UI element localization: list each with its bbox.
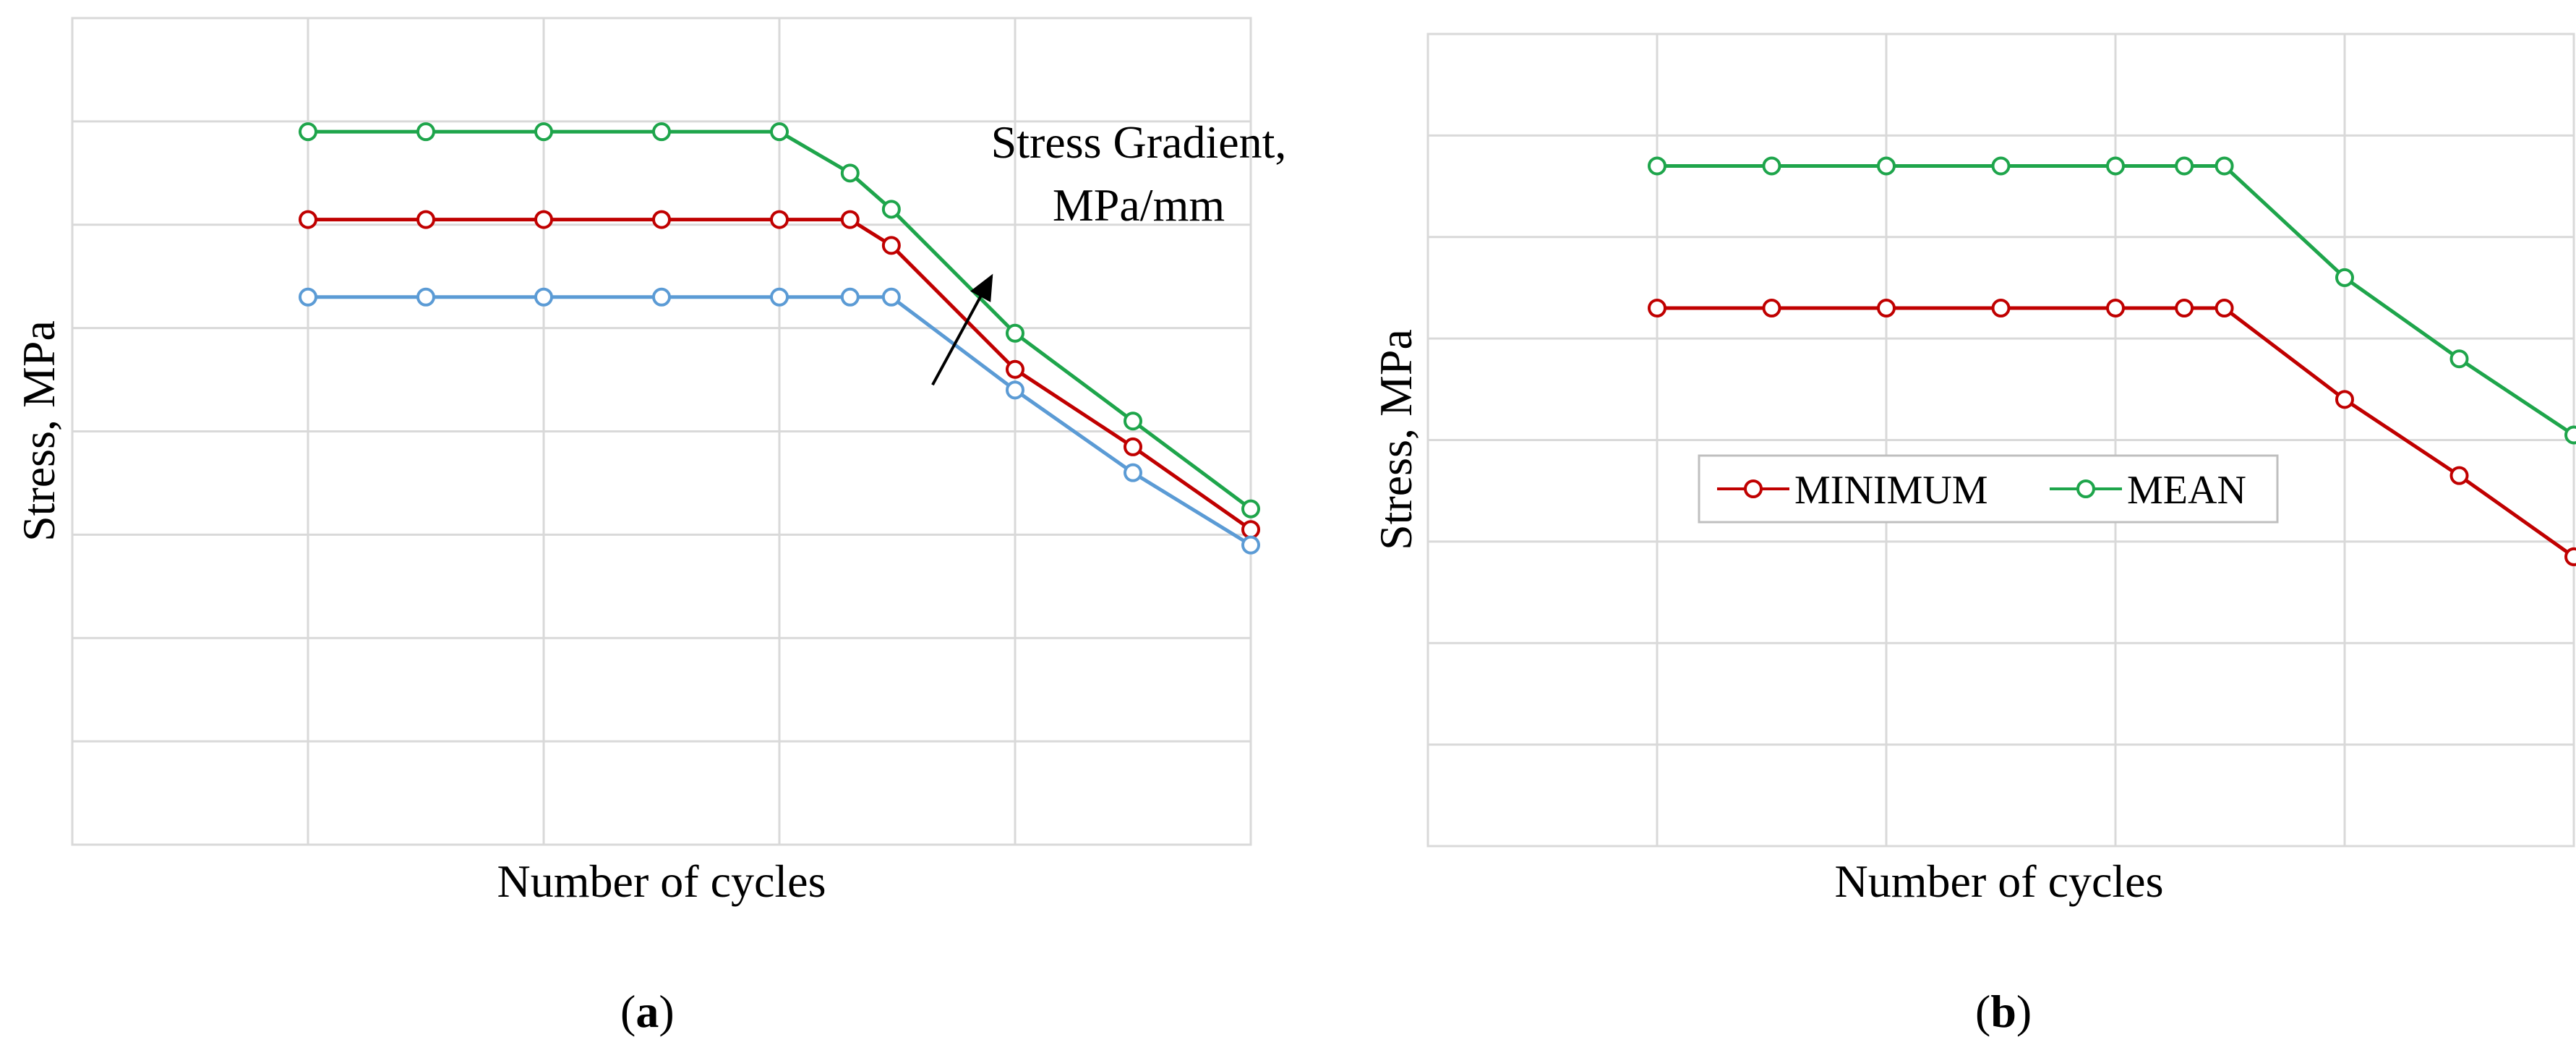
series-group-a [299, 122, 1260, 555]
data-point-minimum [1991, 299, 2011, 318]
data-point-minimum [2106, 299, 2125, 318]
data-point-green [299, 122, 317, 142]
panel-label-a: (a) [620, 986, 675, 1037]
gridlines-a [72, 17, 1252, 845]
y-axis-title-b: Stress, MPa [1370, 329, 1421, 550]
data-point-minimum [2449, 466, 2469, 485]
data-point-minimum [2215, 299, 2234, 318]
data-point-mean [1762, 156, 1781, 176]
data-point-mean [1648, 156, 1666, 176]
data-point-mean [2215, 156, 2234, 176]
data-point-minimum [2564, 547, 2576, 566]
data-point-red [534, 210, 553, 229]
data-point-mean [2175, 156, 2194, 176]
series-group-b [1648, 156, 2576, 566]
stress-gradient-arrow [931, 273, 993, 386]
data-point-green [1241, 499, 1260, 519]
data-point-blue [652, 287, 671, 307]
gridlines-b [1428, 33, 2575, 846]
panel-label-b-letter: b [1990, 986, 2016, 1037]
data-point-green [534, 122, 553, 142]
series-line-minimum [1657, 306, 2575, 558]
legend-mean-marker [2076, 479, 2095, 498]
legend-b: MINIMUM MEAN [1698, 454, 2279, 524]
legend-minimum-label: MINIMUM [1794, 468, 1988, 513]
data-point-blue [770, 287, 789, 307]
series-line-blue [308, 295, 1252, 547]
data-point-red [1124, 437, 1142, 456]
data-point-red [1006, 359, 1024, 379]
data-point-blue [840, 287, 860, 307]
annotation-line-1: Stress Gradient, [991, 116, 1287, 168]
y-axis-title-a: Stress, MPa [13, 320, 64, 542]
data-point-blue [299, 287, 317, 307]
data-point-green [770, 122, 789, 142]
data-point-blue [1006, 380, 1024, 400]
data-point-red [416, 210, 435, 229]
data-point-blue [534, 287, 553, 307]
chart-panel-b: MINIMUM MEAN Number of cycles Stress, MP… [1370, 33, 2576, 1037]
data-point-minimum [1877, 299, 1896, 318]
data-point-green [881, 200, 901, 219]
data-point-blue [1241, 535, 1260, 555]
series-line-green [308, 129, 1252, 511]
data-point-mean [1991, 156, 2011, 176]
data-point-green [1124, 411, 1142, 431]
data-point-green [840, 163, 860, 183]
x-axis-title-b: Number of cycles [1835, 856, 2164, 907]
series-line-red [308, 218, 1252, 532]
annotation-line-2: MPa/mm [1053, 179, 1225, 231]
legend-box [1698, 454, 2279, 524]
data-point-blue [1124, 463, 1142, 482]
data-point-mean [2564, 425, 2576, 445]
data-point-blue [416, 287, 435, 307]
data-point-mean [1877, 156, 1896, 176]
data-point-red [881, 236, 901, 255]
data-point-minimum [2335, 390, 2354, 409]
series-line-mean [1657, 163, 2575, 437]
data-point-mean [2449, 349, 2469, 369]
data-point-green [416, 122, 435, 142]
data-point-red [770, 210, 789, 229]
x-axis-title-a: Number of cycles [497, 856, 826, 907]
panel-label-a-letter: a [636, 986, 659, 1037]
data-point-blue [881, 287, 901, 307]
data-point-green [1006, 323, 1024, 343]
chart-panel-a: Stress Gradient, MPa/mm Number of cycles… [13, 17, 1287, 1037]
data-point-red [840, 210, 860, 229]
legend-mean-label: MEAN [2127, 468, 2246, 513]
data-point-mean [2335, 268, 2354, 287]
stress-gradient-annotation: Stress Gradient, MPa/mm [931, 116, 1287, 386]
data-point-green [652, 122, 671, 142]
data-point-minimum [1648, 299, 1666, 318]
data-point-red [1241, 520, 1260, 539]
data-point-minimum [1762, 299, 1781, 318]
data-point-red [652, 210, 671, 229]
data-point-minimum [2175, 299, 2194, 318]
data-point-mean [2106, 156, 2125, 176]
data-point-red [299, 210, 317, 229]
legend-minimum-marker [1744, 479, 1763, 498]
panel-label-b: (b) [1975, 986, 2032, 1037]
